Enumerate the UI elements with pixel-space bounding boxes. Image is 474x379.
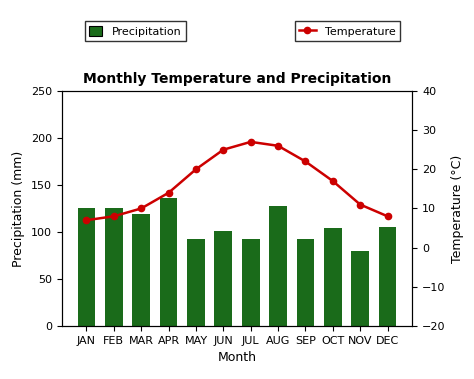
- Bar: [242, 238, 260, 326]
- Bar: [297, 238, 314, 326]
- X-axis label: Month: Month: [218, 351, 256, 364]
- Bar: [351, 251, 369, 326]
- Bar: [269, 206, 287, 326]
- Y-axis label: Temperature (°C): Temperature (°C): [451, 154, 464, 263]
- Bar: [214, 231, 232, 326]
- Bar: [78, 208, 95, 326]
- Bar: [324, 228, 342, 326]
- Bar: [160, 198, 177, 326]
- Legend: Temperature: Temperature: [295, 21, 400, 41]
- Y-axis label: Precipitation (mm): Precipitation (mm): [12, 150, 25, 266]
- Bar: [132, 214, 150, 326]
- Bar: [105, 208, 123, 326]
- Bar: [379, 227, 396, 326]
- Bar: [187, 238, 205, 326]
- Title: Monthly Temperature and Precipitation: Monthly Temperature and Precipitation: [83, 72, 391, 86]
